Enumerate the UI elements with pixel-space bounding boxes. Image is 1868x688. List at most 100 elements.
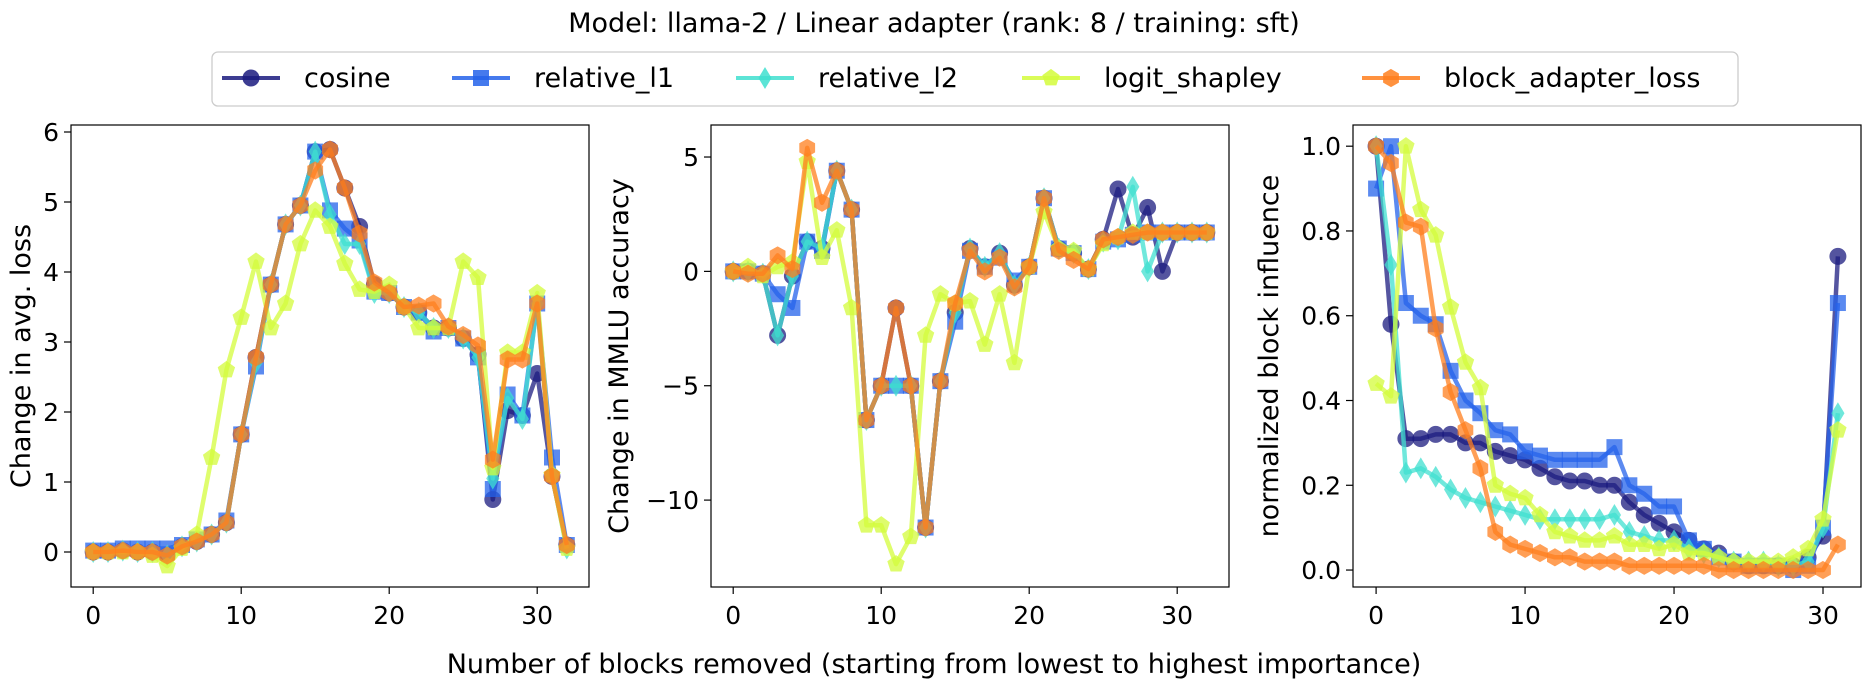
series-block-adapter-loss	[85, 140, 575, 565]
data-point	[813, 248, 831, 265]
data-point	[962, 241, 978, 260]
data-point	[218, 513, 235, 532]
data-point	[1427, 425, 1445, 443]
data-point	[1546, 451, 1563, 468]
data-point	[322, 140, 338, 159]
y-tick-label: 1	[43, 468, 59, 497]
data-point	[455, 325, 472, 345]
data-point	[1561, 548, 1578, 567]
data-point	[1503, 499, 1517, 522]
data-point	[1443, 478, 1458, 501]
data-point	[799, 138, 816, 157]
data-point	[1516, 488, 1534, 506]
legend-label: cosine	[304, 63, 391, 94]
data-point	[1412, 430, 1430, 448]
data-point	[725, 262, 742, 281]
data-point	[1666, 498, 1683, 515]
y-tick-label: 0.0	[1301, 556, 1341, 585]
data-point	[1563, 508, 1577, 531]
x-tick-label: 30	[521, 601, 553, 630]
data-point	[932, 372, 949, 391]
data-point	[544, 467, 560, 486]
data-point	[144, 542, 161, 562]
series-line	[1373, 143, 1841, 573]
data-point	[558, 535, 575, 555]
data-point	[1829, 295, 1846, 312]
data-point	[1036, 189, 1052, 208]
legend-entry-cosine: cosine	[222, 63, 391, 94]
x-tick-label: 0	[725, 601, 741, 630]
data-point	[85, 542, 102, 562]
data-point	[410, 318, 428, 336]
data-point	[1095, 230, 1112, 249]
data-point	[1153, 262, 1171, 280]
data-point	[1546, 468, 1564, 486]
data-point	[321, 217, 339, 234]
data-point	[276, 294, 295, 311]
data-point	[1591, 476, 1609, 494]
data-point	[1006, 278, 1023, 297]
x-tick-label: 10	[865, 601, 897, 630]
data-point	[1472, 459, 1489, 478]
y-tick-label: −5	[662, 372, 699, 401]
data-point	[1561, 472, 1579, 490]
data-point	[469, 268, 487, 285]
series-block-adapter-loss	[725, 138, 1215, 537]
legend-box	[211, 51, 1739, 107]
legend-entry-block-adapter-loss: block_adapter_loss	[1362, 63, 1700, 94]
data-point	[1427, 226, 1445, 243]
data-point	[351, 224, 368, 243]
data-point	[1021, 257, 1038, 276]
data-point	[1770, 560, 1787, 580]
data-point	[1398, 213, 1414, 232]
data-point	[454, 252, 472, 269]
figure-title: Model: llama-2 / Linear adapter (rank: 8…	[568, 8, 1300, 39]
data-point	[1471, 378, 1490, 396]
data-point	[381, 283, 398, 303]
data-point	[410, 296, 427, 315]
data-point	[1576, 451, 1593, 468]
data-point	[1576, 552, 1593, 571]
y-tick-label: 2	[43, 398, 59, 427]
data-point	[1621, 477, 1638, 494]
data-point	[1517, 443, 1534, 460]
data-point	[1412, 307, 1429, 324]
data-point	[1456, 353, 1475, 370]
data-point	[1620, 535, 1638, 552]
data-point	[1650, 514, 1668, 532]
data-point	[976, 335, 994, 352]
data-point	[1154, 223, 1171, 242]
series-line	[733, 168, 1207, 530]
y-axis-label: Change in avg. loss	[6, 224, 37, 488]
data-point	[1696, 556, 1712, 575]
data-point	[902, 527, 920, 545]
data-point	[1546, 522, 1564, 540]
y-tick-label: 3	[43, 328, 59, 357]
series-block-adapter-loss	[1368, 137, 1846, 580]
x-tick-label: 20	[1658, 601, 1690, 630]
data-point	[1621, 556, 1638, 575]
data-point	[1592, 508, 1607, 531]
data-point	[784, 260, 801, 279]
series-line	[733, 168, 1207, 530]
data-point	[188, 532, 205, 551]
legend-marker	[242, 69, 260, 87]
data-point	[1710, 560, 1727, 580]
data-point	[800, 230, 814, 253]
data-point	[1547, 548, 1563, 567]
data-point	[247, 252, 265, 269]
data-point	[1635, 535, 1653, 552]
data-point	[1590, 531, 1609, 548]
series-relative-l1	[1368, 138, 1846, 579]
data-point	[350, 280, 369, 297]
legend-entry-logit-shapley: logit_shapley	[1022, 63, 1282, 94]
data-point	[306, 201, 324, 218]
data-point	[961, 291, 979, 309]
data-point	[1725, 560, 1742, 580]
data-point	[1531, 505, 1549, 523]
legend-marker	[473, 70, 489, 86]
data-point	[336, 254, 354, 271]
y-tick-label: −10	[646, 486, 699, 515]
x-tick-label: 10	[1509, 601, 1541, 630]
data-point	[1367, 374, 1385, 391]
